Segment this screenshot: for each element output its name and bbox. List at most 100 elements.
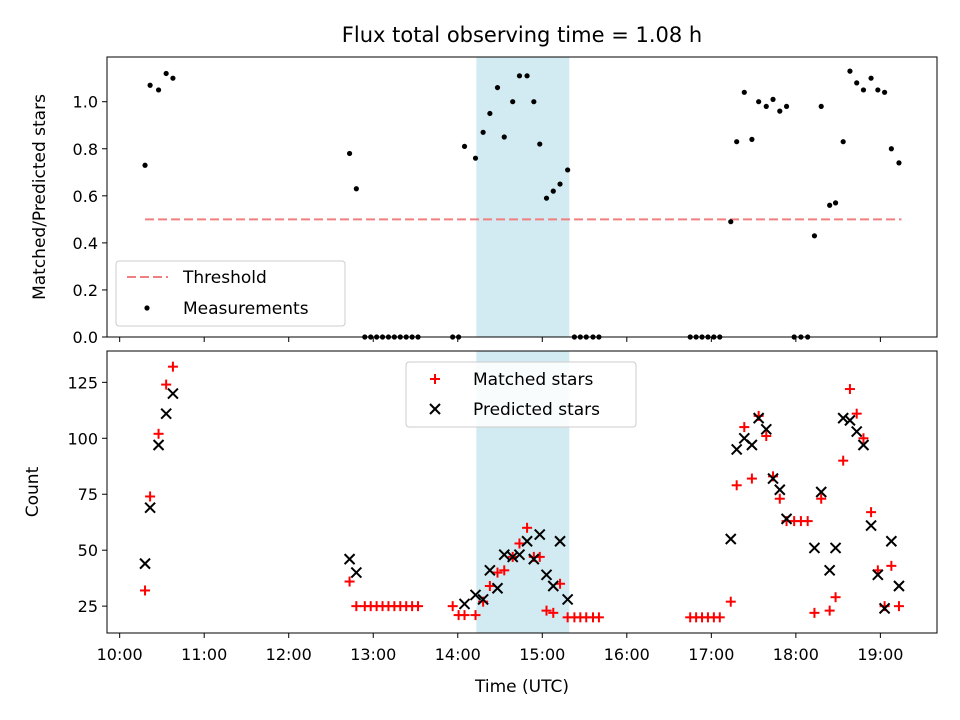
matched-star-point [548,607,559,618]
measurement-point [461,143,468,150]
observing-window-span [476,57,570,337]
predicted-star-point [865,519,877,532]
predicted-star-point [521,535,533,547]
count-panel: 25 50 75 100 125 Count Matched stars Predict… [23,350,938,634]
matched-star-point [816,493,827,504]
x-tick-label: 18:00 [773,645,819,664]
predicted-star-point [561,593,574,606]
matched-star-point [851,408,862,419]
x-tick-label: 13:00 [350,645,396,664]
measurement-point [847,68,853,74]
predicted-star-point [534,528,546,541]
matched-star-point [167,361,178,372]
measurement-point [777,108,783,114]
measurement-point [550,188,556,194]
count-legend: Matched stars Predicted stars [405,361,637,428]
ratio-y-tick-label: 0.6 [73,187,98,206]
count-y-tick-label: 25 [78,597,98,616]
matched-star-point [484,581,495,591]
measurement-point [537,141,543,147]
measurement-point [854,80,860,86]
matched-star-point [761,431,772,442]
measurement-point [818,103,824,110]
measurement-point [832,200,839,206]
predicted-star-point [139,557,151,570]
predicted-star-point [829,542,842,554]
matched-star-point [145,491,156,502]
predicted-star-point [815,486,827,498]
matched-star-point [459,610,470,621]
predicted-legend-swatch [429,403,441,415]
predicted-star-point [477,593,489,606]
measurement-point [510,99,516,105]
predicted-star-point [752,412,765,424]
measurement-point [155,87,162,93]
measurement-point [728,219,734,225]
measurement-point [565,167,571,173]
matched-star-point [161,379,172,390]
predicted-star-point [167,387,179,400]
measurement-point [756,99,762,105]
matched-star-point [809,607,820,618]
x-tick-label: 17:00 [688,645,734,664]
measurement-point [749,136,755,142]
matched-star-point [714,612,725,623]
predicted-star-point [484,564,496,577]
predicted-star-point [498,548,510,561]
measurement-point [170,75,176,81]
ratio-panel-frame [106,56,938,338]
matched-star-point [351,601,362,612]
matched-star-point [499,565,510,576]
measurement-point [860,87,867,93]
predicted-star-point [458,598,471,610]
matched-star-point [140,585,151,596]
measurement-point [888,146,894,152]
predicted-star-point [469,589,482,601]
predicted-star-point [547,580,559,592]
predicted-star-point [540,569,553,581]
measurement-point [147,82,153,88]
count-y-tick-label: 50 [78,541,98,560]
predicted-star-point [808,542,821,554]
measurement-point [480,129,486,135]
count-y-axis-label: Count [23,466,43,517]
predicted-star-point [878,602,891,615]
predicted-star-point [343,553,356,565]
predicted-star-point [513,548,526,561]
predicted-star-point [160,407,172,420]
measurement-point [770,96,776,102]
measurement-point [346,150,353,157]
matched-star-point [858,433,869,444]
ratio-y-tick-label: 0.0 [73,328,98,347]
measurement-point [557,181,563,187]
x-tick-label: 11:00 [181,645,227,664]
measurement-point [827,202,833,208]
measurement-point [487,110,493,117]
matched-star-point [739,422,750,433]
matched-star-point [838,455,849,466]
ratio-y-tick-label: 1.0 [73,93,98,112]
measurement-point [896,160,902,166]
predicted-star-point [893,580,905,592]
predicted-legend-marker [429,403,441,415]
matched-star-point [893,601,904,612]
predicted-star-point [780,513,793,525]
measurement-point [881,89,888,95]
predicted-star-point [850,425,863,438]
matched-star-point [802,516,813,527]
measurement-point [840,139,846,145]
predicted-star-point [350,566,363,579]
matched-star-point [774,493,785,504]
threshold-legend-label: Threshold [182,268,267,288]
matched-legend-swatch [430,374,440,384]
predicted-star-point [837,412,849,424]
matched-star-point [830,592,841,603]
x-tick-label: 14:00 [435,645,481,664]
measurement-point [543,195,550,201]
predicted-star-point [760,423,772,436]
x-tick-label: 15:00 [519,645,565,664]
matched-star-point [522,522,533,533]
matched-star-point [470,610,481,621]
ratio-legend: Threshold Measurements [115,260,346,327]
matched-star-point [447,601,458,612]
